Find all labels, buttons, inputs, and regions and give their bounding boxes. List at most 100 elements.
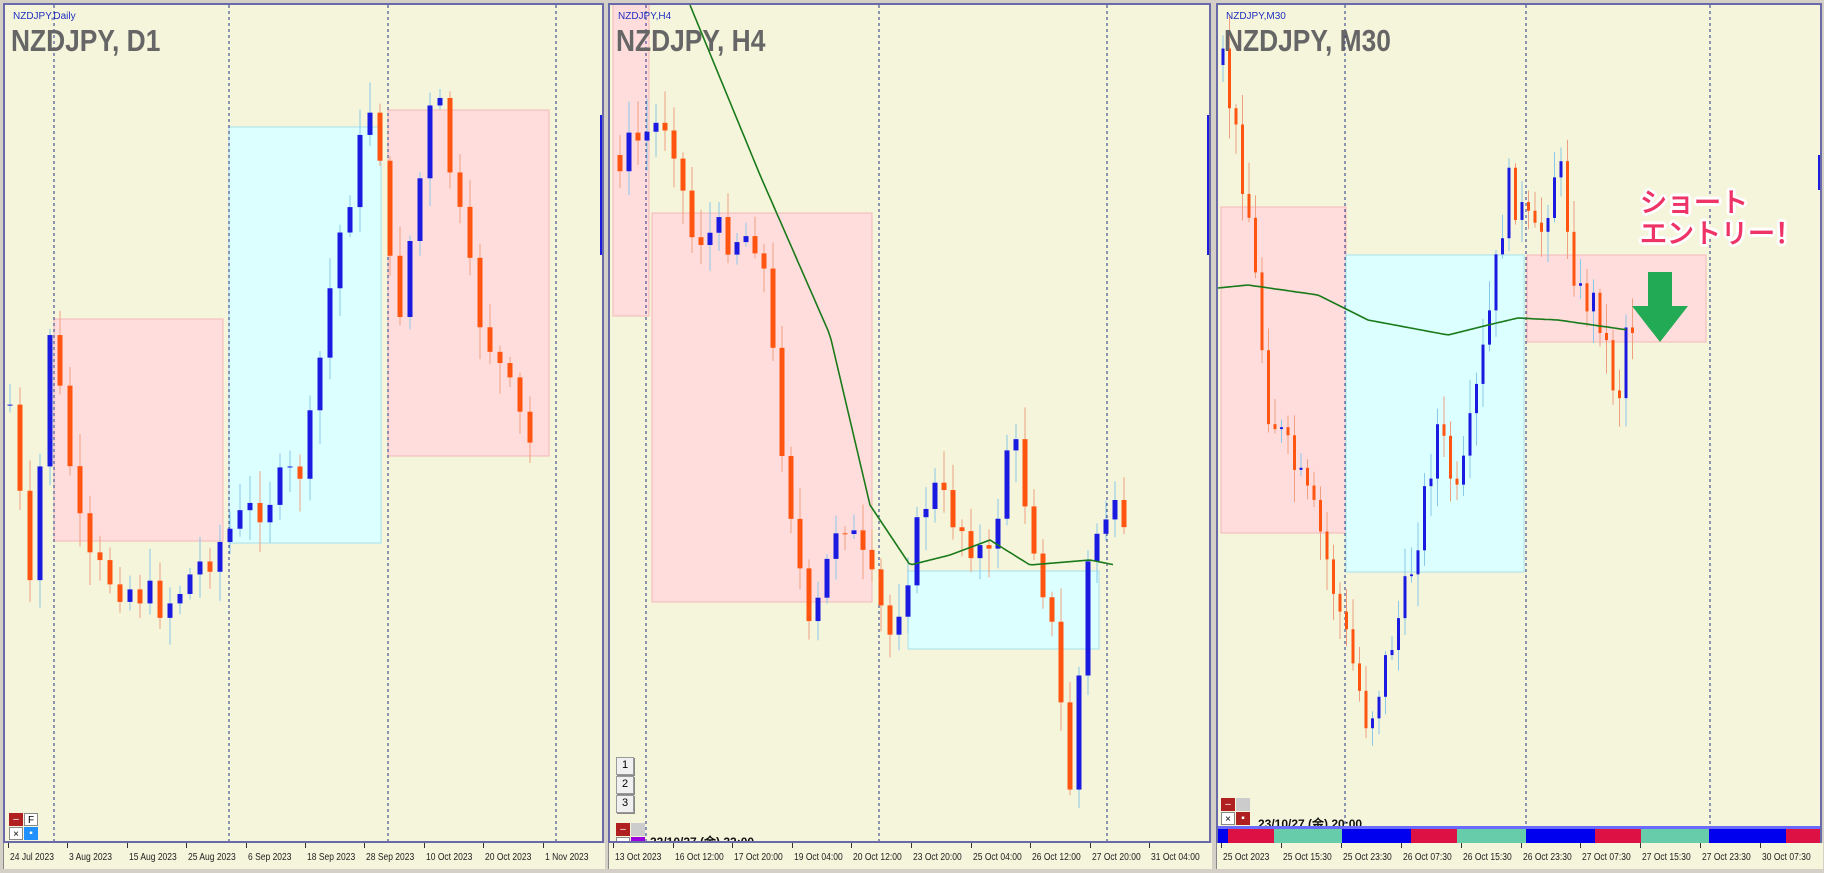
bull-candle [1579,283,1582,286]
close-button[interactable]: × [616,837,630,841]
axis-tick [126,843,128,848]
bull-candle [1468,413,1472,456]
bull-candle [347,207,353,233]
bear-candle [77,466,83,514]
chart-title: NZDJPY, M30 [1224,23,1391,58]
bull-candle [1403,576,1407,619]
demand-zone [1345,254,1525,573]
bull-candle [47,335,53,467]
moving-average-line [689,5,1114,566]
minimize-button[interactable]: – [616,823,630,836]
close-button[interactable]: × [1221,812,1235,825]
bull-candle [1299,467,1303,470]
minimize-button[interactable]: – [9,813,23,826]
bear-candle [698,237,704,246]
bear-candle [1234,108,1238,125]
axis-tick [483,843,485,848]
chart-daily[interactable]: NZDJPY,Daily NZDJPY, D1 – F × ▪ [3,3,604,843]
axis-tick [1280,843,1282,848]
bear-candle [1572,231,1576,286]
axis-label: 25 Aug 2023 [188,852,236,863]
bear-candle [1566,161,1569,232]
bull-candle [307,410,313,479]
axis-tick [1580,843,1582,848]
template-button-1[interactable]: 1 [616,757,634,775]
bear-candle [842,533,848,535]
bull-candle [653,122,659,132]
crosshair-timestamp: 23/10/27 (金) 22:00 [650,835,755,843]
bull-candle [1520,202,1524,220]
bear-candle [959,527,965,532]
bear-candle [517,377,523,412]
bear-candle [887,605,893,635]
axis-label: 23 Oct 20:00 [913,852,962,863]
close-button[interactable]: × [9,827,23,840]
bull-candle [932,482,938,509]
axis-label: 26 Oct 15:30 [1462,852,1512,863]
bull-candle [1423,486,1426,551]
square-button[interactable]: ▪ [1236,812,1250,825]
time-axis: 25 Oct 2023 25 Oct 15:30 25 Oct 23:30 26 Oc… [1216,843,1823,869]
axis-tick [1340,843,1342,848]
bear-candle [617,155,623,172]
bull-candle [914,517,920,586]
bull-candle [1592,292,1595,312]
bull-candle [337,232,343,289]
template-button-3[interactable]: 3 [616,795,634,813]
f-button[interactable]: F [24,813,38,826]
bull-candle [1280,427,1283,430]
bull-candle [1103,519,1109,534]
bear-candle [1533,210,1537,223]
dash-button[interactable] [631,823,645,836]
bull-candle [367,112,373,135]
bull-candle [1397,618,1400,650]
bear-candle [377,112,383,161]
square-button[interactable]: ▪ [24,827,38,840]
axis-tick [423,843,425,848]
bear-candle [1345,611,1348,630]
axis-tick [1149,843,1151,848]
axis-tick [1089,843,1091,848]
bull-candle [327,288,333,358]
minimize-button[interactable]: – [1221,798,1235,811]
supply-zone [651,212,873,603]
bear-candle [671,130,677,159]
bull-candle [407,241,413,317]
bear-candle [752,236,758,254]
price-chart [1218,5,1820,841]
axis-label: 30 Oct 07:30 [1762,852,1811,863]
square-button[interactable]: ▪ [631,837,645,841]
bear-candle [1121,500,1127,528]
chart-h4[interactable]: NZDJPY,H4 NZDJPY, H4 1 2 3 – × ▪ 23/10/2… [608,3,1211,843]
bear-candle [447,97,453,173]
bear-candle [1031,506,1037,554]
bull-candle [734,242,740,255]
bull-candle [833,533,839,559]
template-button-2[interactable]: 2 [616,776,634,794]
bull-candle [1221,48,1225,65]
bear-candle [97,552,103,561]
axis-label: 27 Oct 23:30 [1702,852,1751,863]
bear-candle [1527,202,1530,211]
bear-candle [1514,167,1517,220]
bear-candle [1585,283,1589,312]
annotation-line-1: ショート [1640,188,1748,218]
dash-button[interactable] [1236,798,1250,811]
bull-candle [1371,718,1374,729]
axis-label: 25 Oct 2023 [1223,852,1270,863]
bear-candle [1351,629,1355,664]
bear-candle [689,190,695,238]
bear-candle [477,257,483,328]
bull-candle [1501,238,1504,255]
bear-candle [527,411,533,443]
bear-candle [387,160,393,256]
chart-title: NZDJPY, D1 [11,23,161,58]
chart-m30[interactable]: NZDJPY,M30 NZDJPY, M30 – × ▪ 23/10/27 (金… [1216,3,1822,843]
bull-candle [247,502,253,511]
bull-candle [187,574,193,594]
bear-candle [297,466,303,479]
bear-candle [1332,559,1335,594]
axis-tick [732,843,734,848]
axis-label: 10 Oct 2023 [425,852,473,863]
axis-label: 13 Oct 2023 [615,852,662,863]
